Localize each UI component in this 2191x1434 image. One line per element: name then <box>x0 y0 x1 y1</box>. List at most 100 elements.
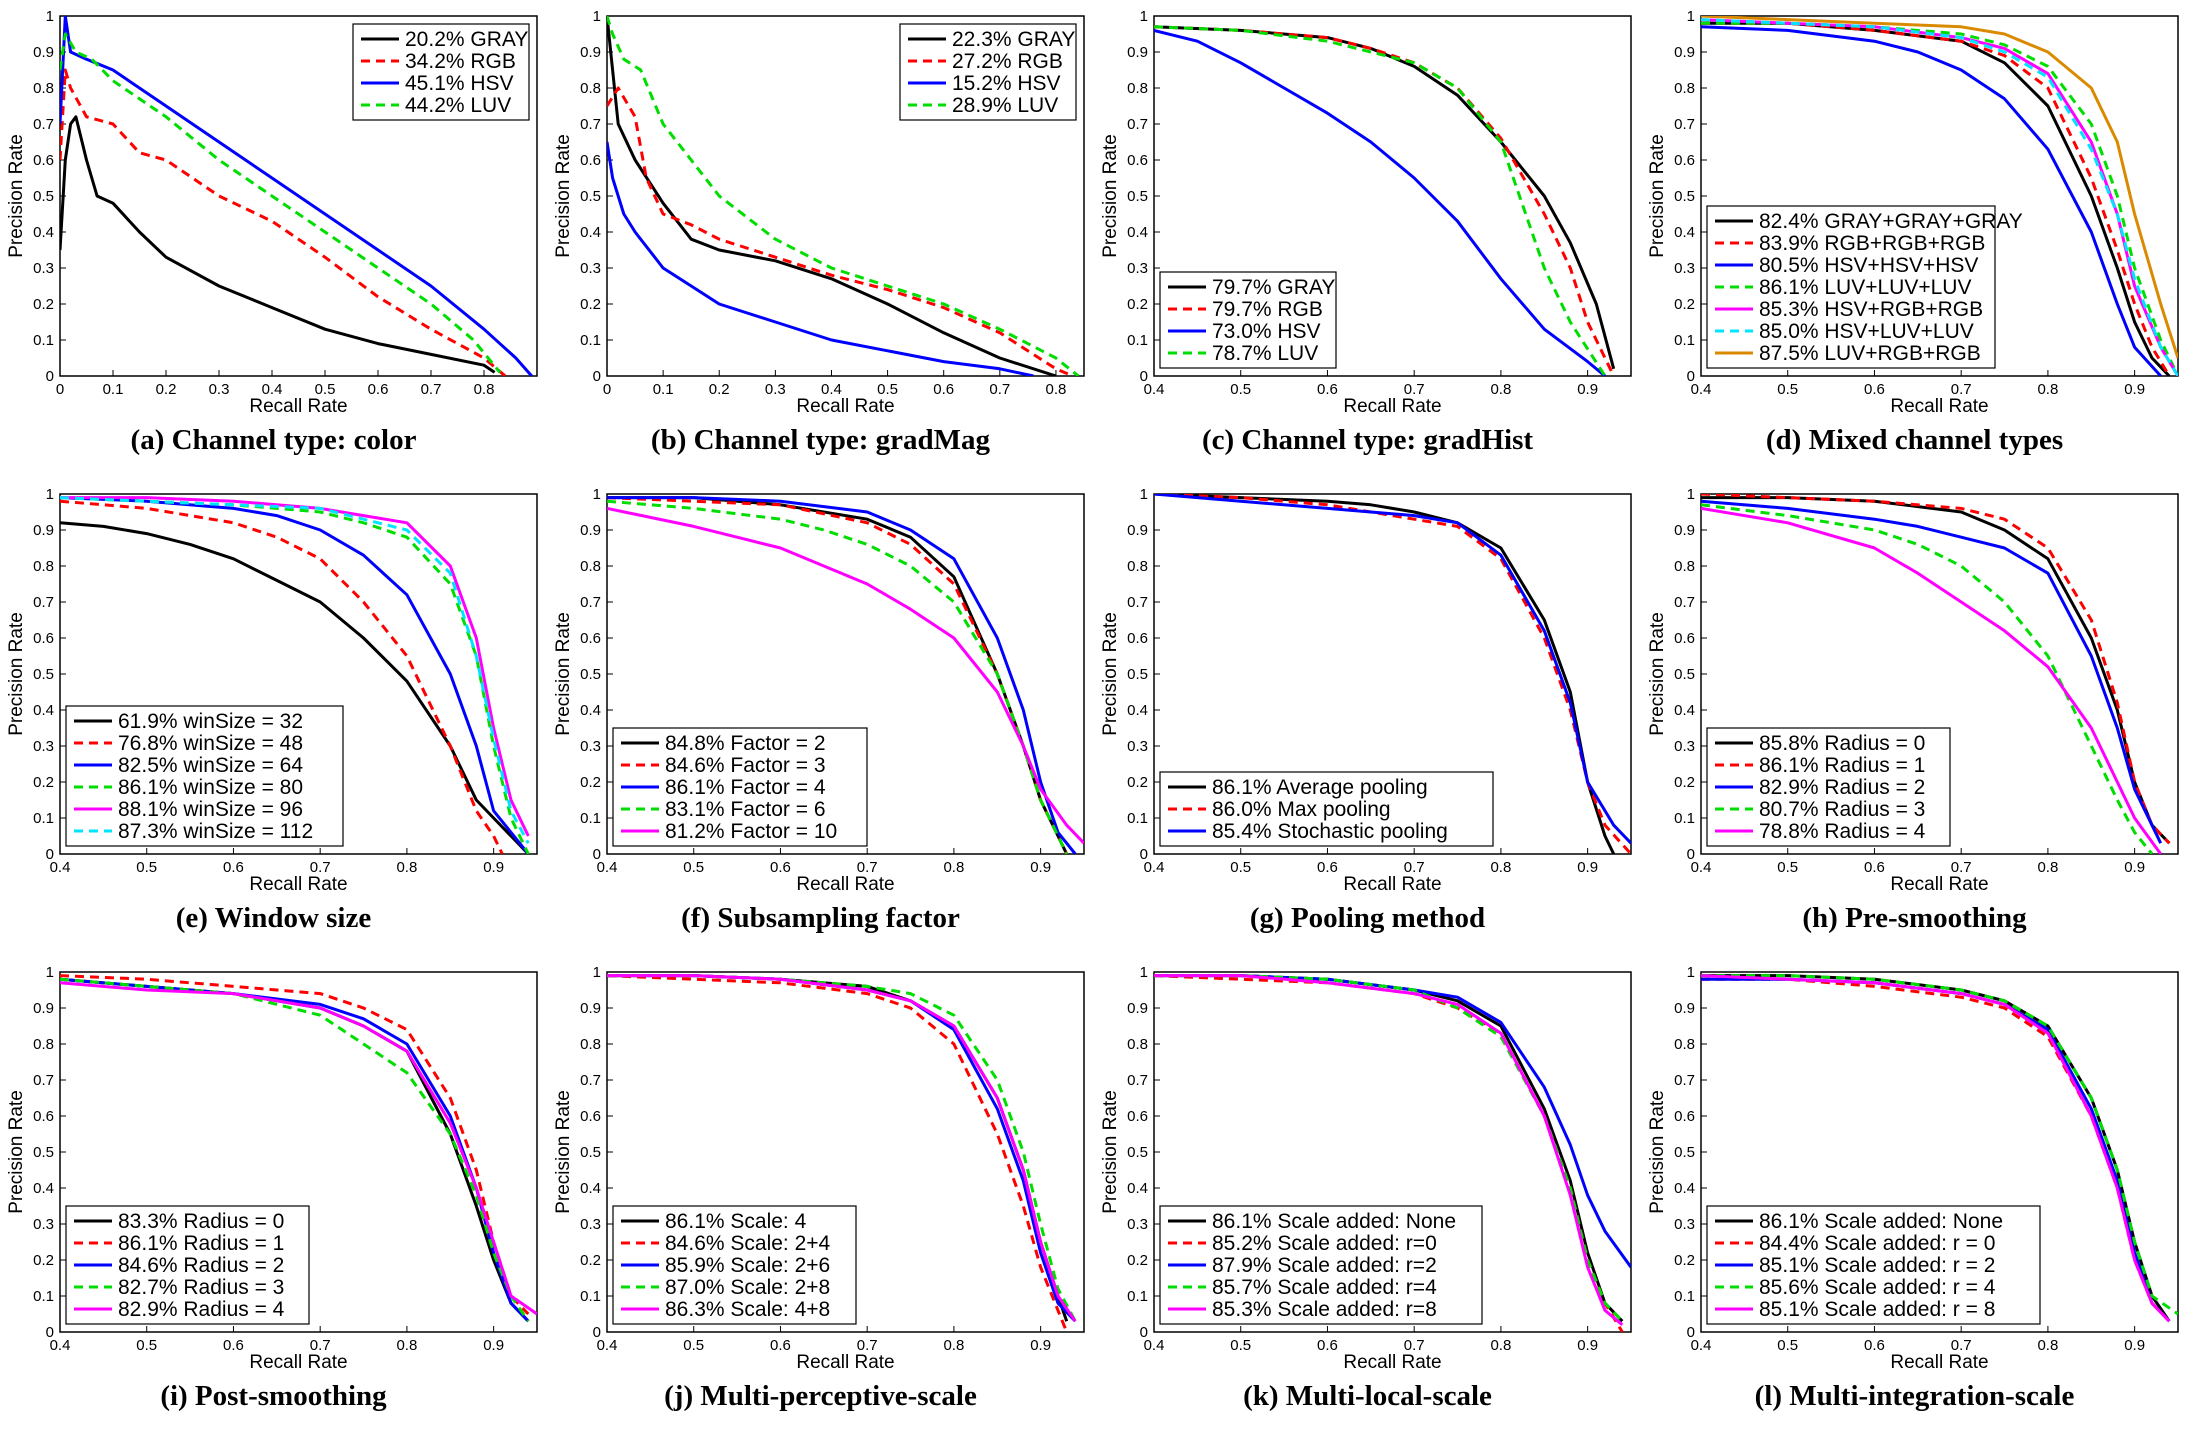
chart-svg: 0 0.1 0.2 0.3 0.4 0.5 0.6 0.7 0.8 0 0.1 0.2 0.3 0.4 0.… <box>6 8 538 417</box>
y-tick-label: 0.7 <box>33 1072 54 1089</box>
y-tick-label: 0.5 <box>33 666 54 683</box>
y-tick-label: 0.6 <box>1127 630 1148 647</box>
series-line-2 <box>1154 974 1631 1269</box>
series-line-2 <box>60 496 530 854</box>
y-tick-label: 0 <box>46 368 54 385</box>
chart-panel: 0.4 0.5 0.6 0.7 0.8 0.9 0 0.1 0.2 0.3 0.4 0.5 0.6 0.7… <box>1641 956 2188 1434</box>
chart-svg: 0.4 0.5 0.6 0.7 0.8 0.9 0 0.1 0.2 0.3 0.4 0.5 0.6 0.7… <box>553 486 1085 895</box>
y-tick-label: 0.8 <box>580 1036 601 1053</box>
y-tick-label: 0.1 <box>33 1288 54 1305</box>
chart-svg: 0.4 0.5 0.6 0.7 0.8 0.9 0 0.1 0.2 0.3 0.4 0.5 0.6 0.7… <box>1647 964 2179 1373</box>
legend-label: 84.4% Scale added: r = 0 <box>1759 1232 1995 1255</box>
y-tick-label: 0 <box>593 368 601 385</box>
y-tick-label: 0.9 <box>1674 522 1695 539</box>
legend-label: 85.7% Scale added: r=4 <box>1212 1276 1437 1299</box>
legend-label: 85.9% Scale: 2+6 <box>665 1254 830 1277</box>
y-tick-label: 0.6 <box>580 152 601 169</box>
series-line-2 <box>1701 25 2162 376</box>
series-line-0 <box>1701 974 2171 1323</box>
legend-label: 86.1% Factor = 4 <box>665 776 826 799</box>
y-tick-label: 0.1 <box>580 810 601 827</box>
y-tick-label: 0.6 <box>33 152 54 169</box>
x-tick-label: 0.8 <box>2037 1337 2058 1354</box>
y-tick-label: 0.4 <box>33 1180 54 1197</box>
series-line-1 <box>1154 25 1616 376</box>
y-tick-label: 0.6 <box>1674 152 1695 169</box>
series-line-5 <box>1701 18 2178 376</box>
legend-label: 84.6% Radius = 2 <box>118 1254 284 1277</box>
y-tick-label: 0.9 <box>33 44 54 61</box>
legend-label: 85.2% Scale added: r=0 <box>1212 1232 1437 1255</box>
x-tick-label: 0.7 <box>310 859 331 876</box>
chart-svg: 0.4 0.5 0.6 0.7 0.8 0.9 0 0.1 0.2 0.3 0.4 0.5 0.6 0.7… <box>1647 8 2179 417</box>
chart-caption: (h) Pre-smoothing <box>1802 902 2027 934</box>
x-tick-label: 0.8 <box>396 1337 417 1354</box>
x-axis-label: Recall Rate <box>1890 874 1988 895</box>
chart-panel: 0 0.1 0.2 0.3 0.4 0.5 0.6 0.7 0.8 0 0.1 0.2 0.3 0.4 0.… <box>547 0 1094 478</box>
chart-caption: (f) Subsampling factor <box>681 902 960 934</box>
chart-svg: 0.4 0.5 0.6 0.7 0.8 0.9 0 0.1 0.2 0.3 0.4 0.5 0.6 0.7… <box>6 486 538 895</box>
y-tick-label: 1 <box>46 964 54 981</box>
y-tick-label: 0.2 <box>1127 296 1148 313</box>
series-line-4 <box>60 981 537 1316</box>
x-axis-label: Recall Rate <box>1343 396 1441 417</box>
legend-label: 85.6% Scale added: r = 4 <box>1759 1276 1996 1299</box>
x-tick-label: 0.2 <box>156 381 177 398</box>
x-tick-label: 0.9 <box>1030 859 1051 876</box>
y-tick-label: 0.3 <box>33 1216 54 1233</box>
legend-label: 85.1% Scale added: r = 2 <box>1759 1254 1995 1277</box>
y-tick-label: 0.4 <box>1674 1180 1695 1197</box>
y-tick-label: 0.8 <box>1127 1036 1148 1053</box>
y-tick-label: 0.3 <box>1674 738 1695 755</box>
chart-caption: (i) Post-smoothing <box>160 1380 387 1412</box>
series-line-2 <box>1154 28 1606 376</box>
y-tick-label: 1 <box>593 8 601 25</box>
legend: 85.8% Radius = 086.1% Radius = 182.9% Ra… <box>1706 727 1951 847</box>
series-line-4 <box>60 496 530 837</box>
x-tick-label: 0.4 <box>597 859 618 876</box>
y-axis-label: Precision Rate <box>1647 1090 1668 1214</box>
series-line-3 <box>60 496 530 854</box>
y-tick-label: 0.3 <box>1127 1216 1148 1233</box>
legend-label: 45.1% HSV <box>405 72 514 95</box>
y-axis-label: Precision Rate <box>1100 134 1121 258</box>
y-tick-label: 0.9 <box>33 1000 54 1017</box>
legend-label: 86.0% Max pooling <box>1212 798 1391 821</box>
y-axis-label: Precision Rate <box>1100 1090 1121 1214</box>
series-line-0 <box>1701 496 2171 845</box>
y-tick-label: 0.2 <box>33 296 54 313</box>
y-tick-label: 0 <box>593 846 601 863</box>
series-line-0 <box>1154 25 1616 370</box>
x-tick-label: 0.4 <box>821 381 842 398</box>
x-axis-label: Recall Rate <box>796 1352 894 1373</box>
x-tick-label: 0.5 <box>683 1337 704 1354</box>
y-tick-label: 0.2 <box>1127 1252 1148 1269</box>
legend-label: 82.9% Radius = 4 <box>118 1298 285 1321</box>
y-axis-label: Precision Rate <box>1647 134 1668 258</box>
y-tick-label: 0.5 <box>1127 666 1148 683</box>
x-tick-label: 0.4 <box>1691 381 1712 398</box>
legend-label: 85.8% Radius = 0 <box>1759 732 1925 755</box>
x-tick-label: 0.8 <box>1046 381 1067 398</box>
legend-label: 27.2% RGB <box>952 50 1063 73</box>
y-tick-label: 0.1 <box>33 332 54 349</box>
y-tick-label: 1 <box>1140 964 1148 981</box>
y-tick-label: 0.6 <box>1674 1108 1695 1125</box>
y-tick-label: 0 <box>1687 846 1695 863</box>
x-tick-label: 0.4 <box>1144 381 1165 398</box>
series-line-1 <box>607 86 1074 376</box>
x-tick-label: 0.6 <box>1864 381 1885 398</box>
x-tick-label: 0 <box>603 381 611 398</box>
x-tick-label: 0.7 <box>1404 381 1425 398</box>
y-tick-label: 0.1 <box>1127 810 1148 827</box>
y-tick-label: 0.7 <box>1127 1072 1148 1089</box>
x-tick-label: 0.5 <box>1777 381 1798 398</box>
y-tick-label: 0.2 <box>1674 774 1695 791</box>
y-tick-label: 0.7 <box>580 594 601 611</box>
y-tick-label: 0.6 <box>33 630 54 647</box>
x-tick-label: 0.5 <box>1777 1337 1798 1354</box>
chart-panel: 0.4 0.5 0.6 0.7 0.8 0.9 0 0.1 0.2 0.3 0.4 0.5 0.6 0.7… <box>1641 0 2188 478</box>
legend-label: 15.2% HSV <box>952 72 1061 95</box>
